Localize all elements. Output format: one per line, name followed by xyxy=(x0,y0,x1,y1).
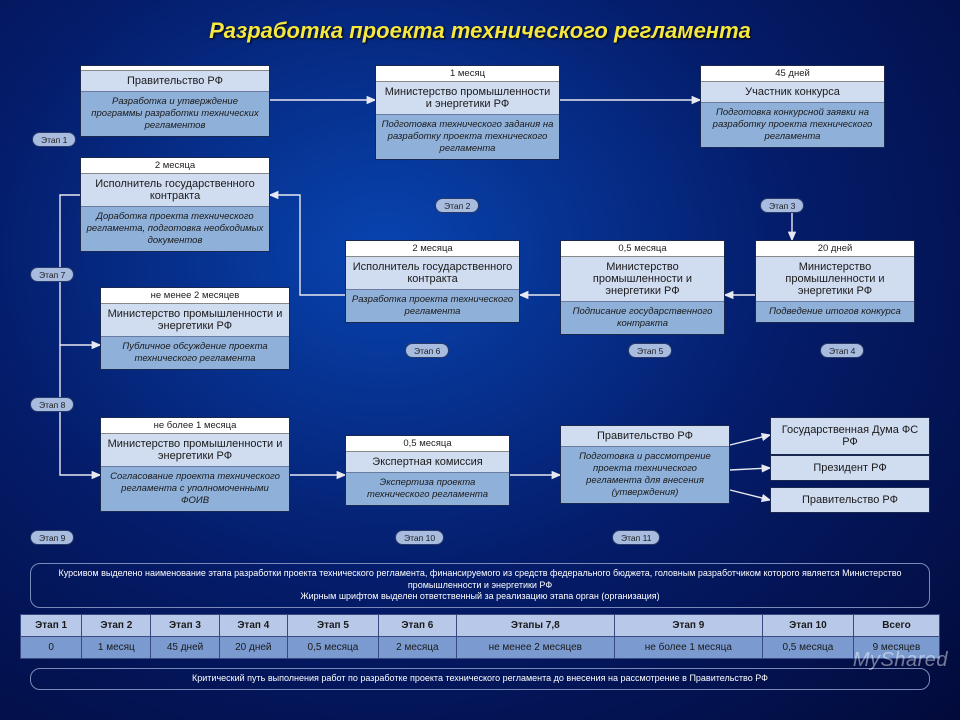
stage-box-b7: 2 месяцаИсполнитель государственного кон… xyxy=(80,157,270,252)
timeline-header: Этапы 7,8 xyxy=(456,615,614,637)
timeline-value: 2 месяца xyxy=(378,637,456,659)
diagram-canvas: Правительство РФРазработка и утверждение… xyxy=(0,55,960,615)
action-label: Экспертиза проекта технического регламен… xyxy=(346,473,509,505)
actor-label: Исполнитель государственного контракта xyxy=(81,174,269,207)
action-label: Подведение итогов конкурса xyxy=(756,302,914,322)
timeline-header: Этап 10 xyxy=(762,615,853,637)
stage-box-b10: 0,5 месяцаЭкспертная комиссияЭкспертиза … xyxy=(345,435,510,506)
timeline-value: 20 дней xyxy=(219,637,287,659)
timeline-header: Всего xyxy=(853,615,939,637)
actor-label: Экспертная комиссия xyxy=(346,452,509,473)
action-label: Подготовка и рассмотрение проекта технич… xyxy=(561,447,729,503)
stage-badge: Этап 3 xyxy=(760,198,804,213)
action-label: Разработка проекта технического регламен… xyxy=(346,290,519,322)
stage-badge: Этап 4 xyxy=(820,343,864,358)
actor-label: Министерство промышленности и энергетики… xyxy=(376,82,559,115)
timeline-value: 0,5 месяца xyxy=(762,637,853,659)
duration-label: 2 месяца xyxy=(81,158,269,174)
timeline-value: не менее 2 месяцев xyxy=(456,637,614,659)
duration-label: не менее 2 месяцев xyxy=(101,288,289,304)
stage-badge: Этап 5 xyxy=(628,343,672,358)
footnote-2: Критический путь выполнения работ по раз… xyxy=(30,668,930,690)
timeline-header: Этап 1 xyxy=(21,615,82,637)
action-label: Публичное обсуждение проекта техническог… xyxy=(101,337,289,369)
stage-box-b8: не менее 2 месяцевМинистерство промышлен… xyxy=(100,287,290,370)
actor-label: Участник конкурса xyxy=(701,82,884,103)
timeline-header: Этап 2 xyxy=(82,615,151,637)
action-label: Подписание государственного контракта xyxy=(561,302,724,334)
stage-box-b9: не более 1 месяцаМинистерство промышленн… xyxy=(100,417,290,512)
actor-label: Министерство промышленности и энергетики… xyxy=(101,434,289,467)
stage-box-b5: 0,5 месяцаМинистерство промышленности и … xyxy=(560,240,725,335)
duration-label: 20 дней xyxy=(756,241,914,257)
stage-box-b1: Правительство РФРазработка и утверждение… xyxy=(80,65,270,137)
duration-label: 0,5 месяца xyxy=(346,436,509,452)
stage-badge: Этап 2 xyxy=(435,198,479,213)
stage-badge: Этап 10 xyxy=(395,530,444,545)
stage-box-b11: Правительство РФПодготовка и рассмотрени… xyxy=(560,425,730,504)
approver-box: Правительство РФ xyxy=(770,487,930,513)
stage-box-b4: 20 днейМинистерство промышленности и эне… xyxy=(755,240,915,323)
action-label: Разработка и утверждение программы разра… xyxy=(81,92,269,136)
actor-label: Министерство промышленности и энергетики… xyxy=(756,257,914,302)
stage-badge: Этап 8 xyxy=(30,397,74,412)
stage-box-b3: 45 днейУчастник конкурсаПодготовка конку… xyxy=(700,65,885,148)
duration-label: 2 месяца xyxy=(346,241,519,257)
duration-label: 45 дней xyxy=(701,66,884,82)
footnote-1: Курсивом выделено наименование этапа раз… xyxy=(30,563,930,608)
action-label: Подготовка технического задания на разра… xyxy=(376,115,559,159)
actor-label: Министерство промышленности и энергетики… xyxy=(561,257,724,302)
stage-box-b2: 1 месяцМинистерство промышленности и эне… xyxy=(375,65,560,160)
duration-label: не более 1 месяца xyxy=(101,418,289,434)
duration-label: 0,5 месяца xyxy=(561,241,724,257)
stage-badge: Этап 11 xyxy=(612,530,660,545)
duration-label: 1 месяц xyxy=(376,66,559,82)
stage-box-b6: 2 месяцаИсполнитель государственного кон… xyxy=(345,240,520,323)
timeline-table: Этап 1Этап 2Этап 3Этап 4Этап 5Этап 6Этап… xyxy=(20,614,940,659)
approver-box: Президент РФ xyxy=(770,455,930,481)
actor-label: Правительство РФ xyxy=(561,426,729,447)
timeline-value: не более 1 месяца xyxy=(614,637,762,659)
actor-label: Исполнитель государственного контракта xyxy=(346,257,519,290)
timeline-value: 0,5 месяца xyxy=(287,637,378,659)
action-label: Доработка проекта технического регламент… xyxy=(81,207,269,251)
actor-label: Министерство промышленности и энергетики… xyxy=(101,304,289,337)
stage-badge: Этап 6 xyxy=(405,343,449,358)
timeline-header: Этап 4 xyxy=(219,615,287,637)
actor-label: Правительство РФ xyxy=(81,71,269,92)
stage-badge: Этап 1 xyxy=(32,132,76,147)
approver-box: Государственная Дума ФС РФ xyxy=(770,417,930,455)
watermark: MyShared xyxy=(853,649,948,672)
timeline-header: Этап 5 xyxy=(287,615,378,637)
stage-badge: Этап 9 xyxy=(30,530,74,545)
timeline-header: Этап 9 xyxy=(614,615,762,637)
page-title: Разработка проекта технического регламен… xyxy=(0,0,960,52)
timeline-value: 45 дней xyxy=(151,637,219,659)
timeline-header: Этап 3 xyxy=(151,615,219,637)
stage-badge: Этап 7 xyxy=(30,267,74,282)
timeline-value: 0 xyxy=(21,637,82,659)
timeline-header: Этап 6 xyxy=(378,615,456,637)
action-label: Подготовка конкурсной заявки на разработ… xyxy=(701,103,884,147)
action-label: Согласование проекта технического реглам… xyxy=(101,467,289,511)
timeline-value: 1 месяц xyxy=(82,637,151,659)
